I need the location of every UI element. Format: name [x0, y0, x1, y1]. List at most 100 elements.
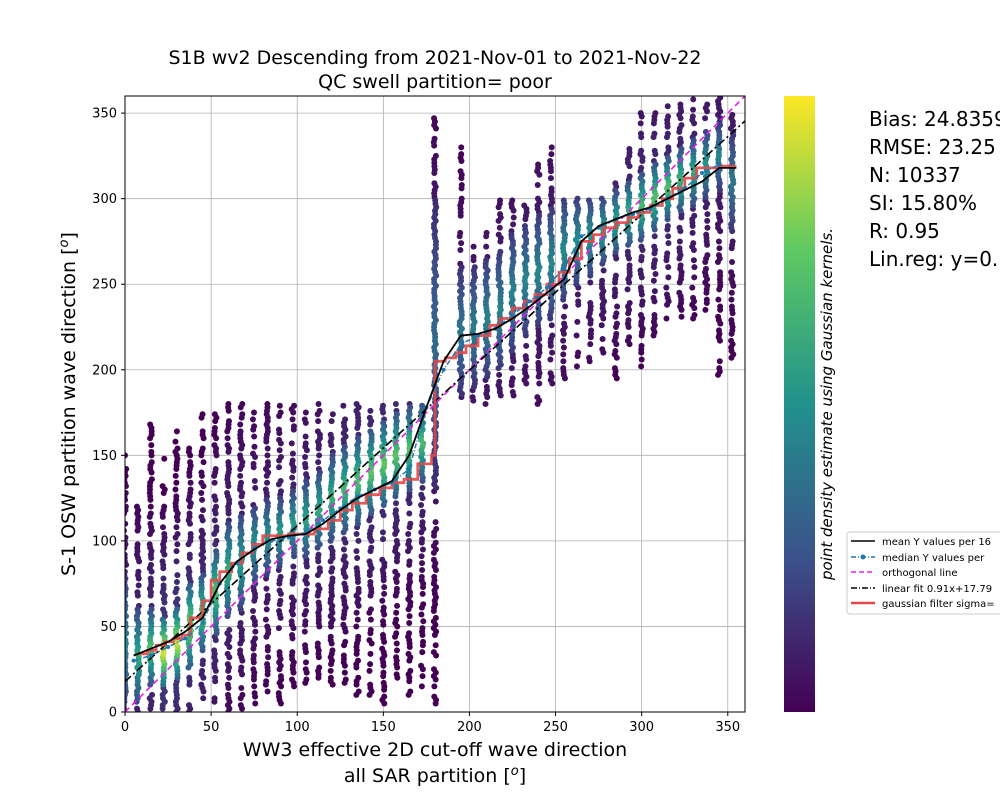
- scatter-point: [315, 599, 322, 606]
- scatter-point: [302, 433, 309, 440]
- scatter-point: [716, 365, 723, 372]
- scatter-point: [275, 625, 282, 632]
- x-axis-label-close: ]: [519, 765, 526, 787]
- scatter-point: [302, 419, 309, 426]
- scatter-point: [431, 693, 438, 700]
- scatter-point: [160, 565, 167, 572]
- scatter-point: [354, 555, 361, 561]
- scatter-point: [638, 253, 645, 260]
- scatter-point: [264, 688, 271, 695]
- scatter-point: [211, 472, 218, 479]
- scatter-point: [125, 483, 129, 490]
- scatter-point: [588, 327, 595, 334]
- scatter-point: [495, 204, 502, 211]
- scatter-point: [690, 240, 697, 247]
- scatter-point: [172, 534, 179, 541]
- scatter-point: [224, 650, 231, 657]
- scatter-point: [225, 510, 232, 517]
- scatter-point: [276, 430, 283, 437]
- scatter-point: [704, 108, 711, 115]
- scatter-point: [523, 342, 530, 349]
- scatter-point: [598, 322, 605, 329]
- scatter-point: [393, 630, 400, 637]
- scatter-point: [276, 587, 283, 594]
- scatter-point: [135, 582, 142, 589]
- x-axis-label-line1: WW3 effective 2D cut-off wave direction: [243, 739, 627, 761]
- scatter-point: [135, 575, 142, 582]
- scatter-point: [379, 556, 386, 563]
- scatter-point: [497, 306, 504, 313]
- scatter-point: [252, 484, 259, 491]
- scatter-point: [509, 389, 516, 396]
- scatter-point: [380, 679, 387, 686]
- scatter-point: [173, 578, 180, 585]
- y-axis-label-text: S-1 OSW partition wave direction [: [58, 247, 80, 575]
- scatter-point: [549, 332, 556, 339]
- scatter-point: [406, 620, 413, 627]
- scatter-point: [483, 383, 490, 390]
- scatter-point: [392, 452, 399, 459]
- scatter-point: [497, 238, 504, 245]
- scatter-point: [469, 394, 476, 401]
- scatter-point: [315, 459, 322, 466]
- scatter-point: [419, 508, 426, 515]
- scatter-point: [328, 442, 335, 449]
- scatter-point: [125, 544, 128, 551]
- scatter-point: [678, 313, 685, 320]
- scatter-point: [367, 661, 374, 668]
- scatter-point: [715, 296, 722, 303]
- scatter-point: [575, 349, 582, 356]
- scatter-point: [368, 544, 375, 551]
- scatter-point: [458, 175, 465, 182]
- scatter-point: [187, 479, 194, 486]
- stat-bias: Bias: 24.8359: [869, 107, 1000, 131]
- scatter-point: [341, 669, 348, 676]
- scatter-point: [198, 489, 205, 496]
- scatter-point: [510, 221, 517, 228]
- scatter-point: [276, 649, 283, 656]
- scatter-point: [251, 690, 258, 697]
- scatter-point: [562, 303, 569, 310]
- scatter-point: [147, 592, 154, 599]
- scatter-point: [252, 635, 259, 642]
- scatter-point: [420, 638, 427, 645]
- scatter-point: [148, 476, 155, 483]
- scatter-point: [161, 551, 168, 558]
- scatter-point: [147, 421, 154, 428]
- scatter-point: [638, 134, 645, 141]
- scatter-point: [238, 685, 245, 692]
- scatter-point: [431, 573, 438, 580]
- scatter-point: [238, 493, 245, 500]
- scatter-point: [548, 144, 555, 151]
- x-tick-label: 250: [543, 720, 568, 735]
- scatter-point: [315, 418, 322, 425]
- scatter-point: [393, 640, 400, 647]
- median-point: [183, 636, 188, 641]
- scatter-point: [508, 289, 515, 296]
- scatter-point: [650, 277, 657, 284]
- scatter-point: [613, 310, 620, 317]
- scatter-point: [262, 616, 269, 623]
- scatter-point: [252, 628, 259, 635]
- scatter-point: [691, 212, 698, 219]
- scatter-point: [354, 616, 361, 623]
- scatter-point: [715, 252, 722, 259]
- scatter-point: [199, 517, 206, 524]
- scatter-point: [226, 626, 233, 633]
- scatter-point: [315, 445, 322, 452]
- x-tick-label: 300: [629, 720, 654, 735]
- scatter-point: [652, 270, 659, 277]
- scatter-point: [147, 503, 154, 510]
- scatter-point: [303, 587, 310, 594]
- scatter-point: [159, 524, 166, 531]
- scatter-point: [418, 573, 425, 580]
- scatter-point: [691, 312, 698, 319]
- scatter-point: [536, 171, 543, 178]
- scatter-point: [510, 214, 517, 221]
- scatter-point: [611, 365, 618, 372]
- scatter-point: [187, 520, 194, 527]
- chart-title-line1: S1B wv2 Descending from 2021-Nov-01 to 2…: [168, 47, 701, 69]
- scatter-point: [355, 674, 362, 681]
- scatter-point: [380, 409, 387, 416]
- scatter-point: [251, 443, 258, 450]
